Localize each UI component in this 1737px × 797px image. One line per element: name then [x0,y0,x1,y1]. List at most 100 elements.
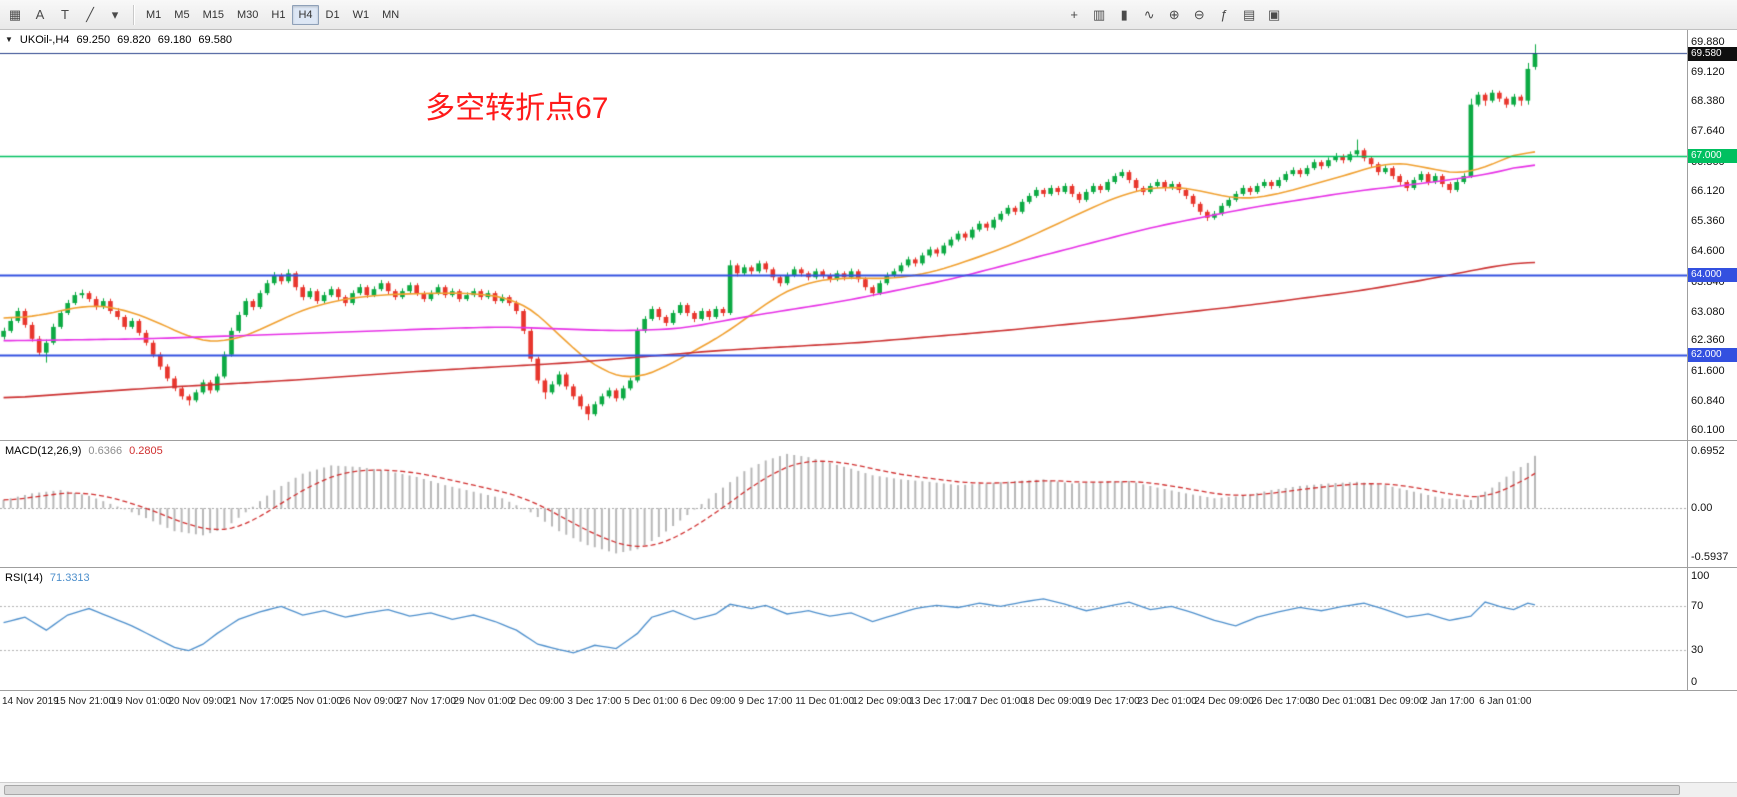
price-axis-label: 61.600 [1691,364,1725,377]
price-axis-label: 64.600 [1691,245,1725,258]
main-chart-panel: ▼ UKOil-,H4 69.250 69.820 69.180 69.580 … [0,30,1737,441]
time-axis-label: 14 Nov 2019 [2,696,59,707]
timeframe-d1[interactable]: D1 [325,8,340,21]
time-axis-label: 30 Dec 01:00 [1308,696,1368,707]
templates-icon[interactable]: ▤ [1243,6,1256,22]
chart-line-icon[interactable]: ∿ [1143,6,1155,22]
price-tag-69.580: 69.580 [1688,46,1737,61]
price-axis-label: 69.120 [1691,66,1725,79]
timeframe-m30[interactable]: M30 [236,8,259,21]
price-tag-62.000: 62.000 [1688,347,1737,362]
macd-axis-label: 0.6952 [1691,445,1725,457]
time-axis[interactable]: 14 Nov 2019 15 Nov 21:00 19 Nov 01:00 20 No… [0,691,1737,713]
time-axis-label: 3 Dec 17:00 [567,696,622,707]
macd-label: MACD(12,26,9) [5,445,82,457]
time-axis-label: 17 Dec 01:00 [966,696,1026,707]
timeframe-h4[interactable]: H4 [292,4,319,25]
price-axis-label: 68.380 [1691,95,1725,108]
market-watch-icon[interactable]: ▦ [8,6,22,22]
price-axis-label: 67.640 [1691,124,1725,137]
rsi-panel: RSI(14) 71.3313 100 70 30 0 [0,568,1737,691]
timeframe-m15[interactable]: M15 [202,8,224,21]
timeframe-h1[interactable]: H1 [271,8,286,21]
macd-plot[interactable]: MACD(12,26,9) 0.6366 0.2805 [0,441,1687,567]
macd-header: MACD(12,26,9) 0.6366 0.2805 [5,445,163,457]
macd-main-value: 0.6366 [88,445,123,457]
scrollbar-thumb[interactable] [4,785,1681,795]
price-axis-label: 60.840 [1691,394,1725,407]
time-axis-label: 13 Dec 17:00 [909,696,969,707]
rsi-canvas[interactable] [0,568,1687,690]
time-axis-label: 27 Nov 17:00 [396,696,456,707]
draw-tools-dropdown-icon[interactable]: ▾ [111,6,119,22]
quote-close: 69.580 [198,34,233,46]
timeframe-m5[interactable]: M5 [174,8,190,21]
rsi-value: 71.3313 [49,572,90,584]
time-axis-label: 21 Nov 17:00 [225,696,285,707]
time-axis-label: 31 Dec 09:00 [1365,696,1425,707]
text-label-icon[interactable]: A [35,7,45,22]
toolbar-spacer [406,14,1061,15]
price-axis-label: 60.100 [1691,424,1725,437]
main-chart-canvas[interactable] [0,30,1687,440]
main-chart-header: ▼ UKOil-,H4 69.250 69.820 69.180 69.580 [5,34,232,46]
rsi-axis-label: 0 [1691,676,1698,688]
zoom-out-icon[interactable]: ⊖ [1193,6,1205,22]
main-plot[interactable]: ▼ UKOil-,H4 69.250 69.820 69.180 69.580 … [0,30,1687,440]
time-axis-label: 29 Nov 01:00 [453,696,513,707]
time-axis-label: 9 Dec 17:00 [738,696,793,707]
zoom-in-icon[interactable]: ⊕ [1168,6,1180,22]
rsi-plot[interactable]: RSI(14) 71.3313 [0,568,1687,690]
time-axis-label: 26 Dec 17:00 [1251,696,1311,707]
trendline-tool-icon[interactable]: ╱ [86,6,94,22]
chart-menu-icon[interactable]: ▼ [5,35,13,44]
time-axis-label: 20 Nov 09:00 [168,696,229,707]
price-axis-label: 69.880 [1691,35,1725,48]
chart-annotation-text: 多空转折点67 [425,91,609,125]
macd-axis-label: 0.00 [1691,502,1713,515]
rsi-axis-label: 70 [1691,600,1704,613]
chart-candles-icon[interactable]: ▮ [1120,6,1128,22]
time-axis-label: 2 Jan 17:00 [1422,696,1475,707]
quote-high: 69.820 [117,34,151,46]
macd-axis[interactable]: 0.6952 0.00 -0.5937 [1687,441,1737,567]
toolbar: ▦ A T ╱ ▾ M1 M5 M15 M30 H1 H4 D1 W1 MN + ▥ ▮ ∿ ⊕ ⊖ ƒ ▤ ▣ [0,0,1737,30]
time-axis-label: 11 Dec 01:00 [795,696,855,707]
time-axis-label: 12 Dec 09:00 [852,696,912,707]
time-axis-label: 5 Dec 01:00 [624,696,679,707]
time-axis-label: 25 Nov 01:00 [282,696,342,707]
macd-axis-label: -0.5937 [1691,551,1729,563]
macd-panel: MACD(12,26,9) 0.6366 0.2805 0.6952 0.00 -0… [0,441,1737,568]
horizontal-scrollbar[interactable] [0,782,1737,797]
price-axis-label: 66.120 [1691,185,1725,198]
rsi-axis[interactable]: 100 70 30 0 [1687,568,1737,690]
rsi-axis-label: 100 [1691,570,1710,582]
price-tag-64.000: 64.000 [1688,268,1737,283]
indicators-icon[interactable]: ƒ [1220,7,1228,22]
quote-low: 69.180 [157,34,192,46]
timeframe-buttons: M1 M5 M15 M30 H1 H4 D1 W1 MN [140,4,405,25]
time-axis-label: 6 Jan 01:00 [1479,696,1532,707]
chart-symbol-period: UKOil-,H4 [19,34,70,46]
timeframe-mn[interactable]: MN [382,8,400,21]
timeframe-w1[interactable]: W1 [352,8,370,21]
time-axis-label: 19 Dec 17:00 [1080,696,1140,707]
time-axis-label: 2 Dec 09:00 [510,696,565,707]
quote-open: 69.250 [76,34,111,46]
toolbar-left-icons: ▦ A T ╱ ▾ [3,4,127,26]
price-axis-label: 63.080 [1691,305,1725,318]
tile-windows-icon[interactable]: ▣ [1268,6,1281,22]
time-axis-label: 15 Nov 21:00 [54,696,115,707]
time-axis-label: 18 Dec 09:00 [1023,696,1083,707]
new-order-icon[interactable]: + [1070,7,1078,22]
macd-canvas[interactable] [0,441,1687,567]
main-price-axis[interactable]: 69.88069.12068.38067.64066.86066.12065.3… [1687,30,1737,440]
chart-bars-icon[interactable]: ▥ [1093,6,1106,22]
toolbar-separator [133,4,134,25]
rsi-axis-label: 30 [1691,643,1704,656]
time-axis-label: 19 Nov 01:00 [111,696,172,707]
text-tool-icon[interactable]: T [61,7,69,22]
time-axis-label: 23 Dec 01:00 [1137,696,1197,707]
timeframe-m1[interactable]: M1 [146,8,162,21]
